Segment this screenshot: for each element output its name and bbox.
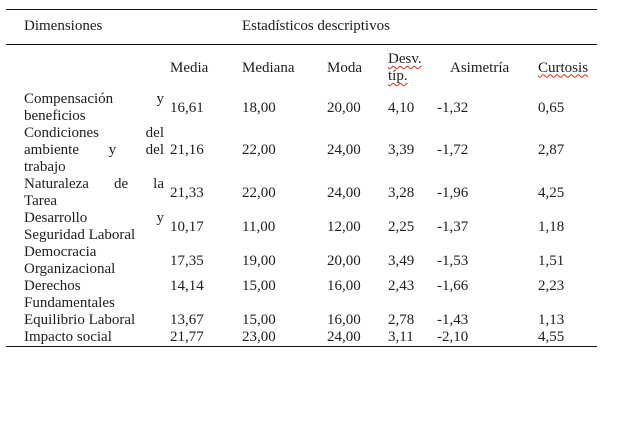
value-cell: 0,65 (538, 99, 565, 116)
dimension-cell: Equilibrio Laboral (24, 312, 136, 328)
table-row: Desarrollo y Seguridad Laboral 10,17 11,00 12… (6, 210, 597, 244)
value-cell: -1,32 (437, 99, 469, 116)
column-header-label: Asimetría (450, 59, 510, 76)
value-cell: 2,25 (388, 218, 415, 235)
column-header-label: Media (170, 59, 209, 76)
value-cell: 16,00 (327, 312, 361, 328)
table-row: Naturaleza de la Tarea 21,33 22,00 24,00 3,28 -1… (6, 176, 597, 210)
value-cell: 2,23 (538, 278, 565, 294)
value-cell: 19,00 (242, 252, 276, 269)
dimension-cell: Compensación y beneficios (24, 91, 164, 124)
column-header-label: Mediana (242, 59, 295, 76)
value-cell: 11,00 (242, 218, 276, 235)
dimension-cell: Democracia Organizacional (24, 244, 116, 277)
value-cell: -1,43 (437, 312, 469, 328)
value-cell: 4,55 (538, 329, 565, 345)
value-cell: 15,00 (242, 278, 276, 294)
value-cell: 14,14 (170, 278, 204, 294)
value-cell: 2,78 (388, 312, 415, 328)
value-cell: 2,43 (388, 278, 415, 294)
value-cell: 24,00 (327, 142, 361, 158)
descriptive-statistics-table: Dimensiones Estadísticos descriptivos Me… (6, 9, 598, 347)
value-cell: 22,00 (242, 184, 276, 201)
value-cell: 3,39 (388, 142, 415, 158)
column-header-moda: Moda (327, 45, 388, 92)
value-cell: -1,66 (437, 278, 469, 294)
value-cell: 24,00 (327, 329, 361, 345)
value-cell: 21,77 (170, 329, 204, 345)
column-header-asimetria: Asimetría (437, 45, 538, 92)
value-cell: 2,87 (538, 142, 565, 158)
value-cell: 20,00 (327, 252, 361, 269)
table-row: Compensación y beneficios 16,61 18,00 20,00 4,… (6, 91, 597, 125)
column-header-label: Moda (327, 59, 363, 76)
dimension-cell: Desarrollo y Seguridad Laboral (24, 210, 164, 243)
value-cell: 4,10 (388, 99, 415, 116)
value-cell: 21,33 (170, 184, 204, 201)
value-cell: -2,10 (437, 329, 469, 345)
column-headers-row: Media Mediana Moda Desv. típ. Asimetría Curto… (6, 45, 597, 92)
table-row: Derechos Fundamentales 14,14 15,00 16,00 2,43… (6, 278, 597, 312)
table-row: Democracia Organizacional 17,35 19,00 20,00 3… (6, 244, 597, 278)
value-cell: 17,35 (170, 252, 204, 269)
table-row: Condiciones del ambiente y del trabajo 21,16 22… (6, 125, 597, 176)
value-cell: 10,17 (170, 218, 204, 235)
value-cell: -1,37 (437, 218, 469, 235)
value-cell: 20,00 (327, 99, 361, 116)
column-header-media: Media (170, 45, 242, 92)
value-cell: 12,00 (327, 218, 361, 235)
column-header-curtosis: Curtosis (538, 45, 597, 92)
value-cell: 3,11 (388, 329, 414, 345)
table-row: Impacto social 21,77 23,00 24,00 3,11 -2,10 4,… (6, 329, 597, 347)
value-cell: 1,13 (538, 312, 565, 328)
dimension-cell: Impacto social (24, 329, 112, 345)
column-header-label: Desv. típ. (388, 51, 422, 84)
value-cell: -1,72 (437, 142, 469, 158)
empty-corner-cell (6, 45, 170, 92)
value-cell: 1,51 (538, 252, 565, 269)
column-header-label: Curtosis (538, 59, 589, 76)
value-cell: 18,00 (242, 99, 276, 116)
column-header-desv-tip: Desv. típ. (388, 45, 437, 92)
value-cell: 21,16 (170, 142, 204, 158)
value-cell: 16,61 (170, 99, 204, 116)
value-cell: 13,67 (170, 312, 204, 328)
value-cell: 22,00 (242, 142, 276, 158)
value-cell: 1,18 (538, 218, 565, 235)
value-cell: 3,28 (388, 184, 415, 201)
table-row: Equilibrio Laboral 13,67 15,00 16,00 2,78 -1,… (6, 312, 597, 329)
dimension-cell: Derechos Fundamentales (24, 278, 115, 311)
document-page: Dimensiones Estadísticos descriptivos Me… (0, 9, 627, 448)
value-cell: 4,25 (538, 184, 565, 201)
value-cell: 23,00 (242, 329, 276, 345)
column-header-mediana: Mediana (242, 45, 327, 92)
dimension-cell: Naturaleza de la Tarea (24, 176, 164, 209)
value-cell: 16,00 (327, 278, 361, 294)
dimensions-column-header: Dimensiones (6, 9, 243, 45)
value-cell: 3,49 (388, 252, 415, 269)
value-cell: -1,53 (437, 252, 469, 269)
value-cell: 15,00 (242, 312, 276, 328)
value-cell: -1,96 (437, 184, 469, 201)
table-group-header-row: Dimensiones Estadísticos descriptivos (6, 9, 598, 45)
value-cell: 24,00 (327, 184, 361, 201)
dimension-cell: Condiciones del ambiente y del trabajo (24, 125, 164, 175)
statistics-group-header: Estadísticos descriptivos (242, 9, 598, 45)
